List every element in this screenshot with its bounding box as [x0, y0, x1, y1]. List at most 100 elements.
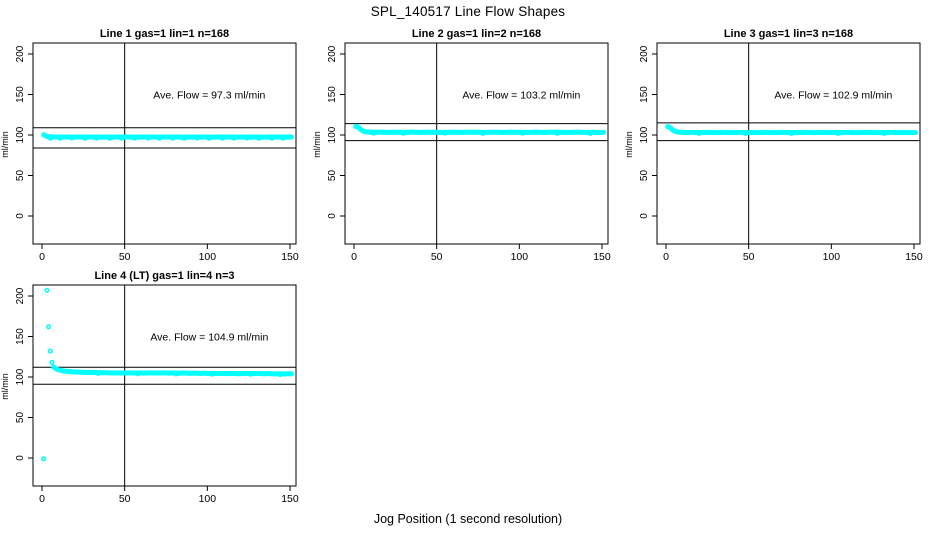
plot-frame: [344, 42, 609, 245]
data-point: [135, 371, 141, 377]
y-tick-label: 100: [327, 126, 338, 143]
data-point: [696, 130, 702, 136]
data-points: [665, 124, 919, 137]
data-point: [247, 371, 253, 377]
y-tick-label: 0: [15, 213, 26, 219]
data-point: [181, 135, 187, 141]
data-point: [289, 371, 295, 377]
data-point: [173, 371, 179, 377]
plot-frame: [656, 42, 921, 245]
data-point: [49, 359, 55, 365]
data-point: [206, 135, 212, 141]
panel-title: Line 3 gas=1 lin=3 n=168: [724, 28, 853, 40]
x-tick-label: 100: [199, 251, 217, 263]
data-point: [118, 135, 124, 141]
ave-flow-annotation: Ave. Flow = 103.2 ml/min: [462, 90, 580, 102]
data-point: [442, 130, 448, 136]
x-axis-label: Jog Position (1 second resolution): [373, 512, 563, 526]
data-point: [94, 135, 100, 141]
ave-flow-annotation: Ave. Flow = 102.9 ml/min: [774, 90, 892, 102]
y-tick-label: 100: [15, 368, 26, 385]
data-point: [280, 135, 286, 141]
data-point: [194, 135, 200, 141]
y-tick-label: 150: [15, 328, 26, 345]
data-point: [82, 135, 88, 141]
y-tick-label: 0: [15, 455, 26, 461]
data-point: [601, 129, 607, 135]
y-tick-label: 100: [639, 126, 650, 143]
y-tick-label: 150: [15, 86, 26, 103]
x-tick-label: 0: [663, 251, 669, 263]
y-tick-label: 150: [639, 86, 650, 103]
x-tick-label: 150: [281, 493, 299, 505]
data-point: [520, 130, 526, 136]
data-point: [371, 130, 377, 136]
panel-title: Line 1 gas=1 lin=1 n=168: [100, 28, 229, 40]
data-point: [277, 372, 283, 378]
y-tick-label: 200: [639, 45, 650, 62]
data-points: [353, 123, 607, 136]
y-tick-label: 150: [327, 86, 338, 103]
data-point: [789, 130, 795, 136]
y-tick-label: 50: [15, 412, 26, 424]
data-point: [170, 135, 176, 141]
y-tick-label: 200: [15, 287, 26, 304]
x-tick-label: 0: [351, 251, 357, 263]
data-point: [69, 135, 75, 141]
y-axis-unit-label: ml/min: [624, 131, 634, 158]
data-point: [44, 287, 50, 293]
data-point: [289, 134, 295, 140]
data-points: [41, 132, 295, 141]
ave-flow-annotation: Ave. Flow = 97.3 ml/min: [153, 90, 265, 102]
panel-title: Line 4 (LT) gas=1 lin=4 n=3: [94, 270, 234, 282]
data-point: [913, 130, 919, 136]
data-point: [156, 135, 162, 141]
data-point: [219, 135, 225, 141]
y-tick-label: 50: [639, 170, 650, 182]
data-points: [41, 287, 295, 462]
data-point: [244, 135, 250, 141]
x-tick-label: 50: [743, 251, 755, 263]
x-tick-label: 150: [593, 251, 611, 263]
data-point: [835, 130, 841, 137]
data-point: [145, 135, 151, 141]
x-tick-label: 50: [431, 251, 443, 263]
data-point: [480, 130, 486, 136]
data-point: [231, 135, 237, 141]
data-point: [209, 371, 215, 377]
x-tick-label: 0: [39, 493, 45, 505]
data-point: [587, 130, 593, 136]
x-tick-label: 50: [119, 493, 131, 505]
data-point: [132, 135, 138, 141]
plot-frame: [32, 284, 297, 487]
data-point: [41, 456, 47, 462]
y-axis-unit-label: ml/min: [0, 373, 10, 400]
ave-flow-annotation: Ave. Flow = 104.9 ml/min: [150, 332, 268, 344]
data-point: [269, 135, 275, 141]
data-point: [881, 130, 887, 136]
data-point: [57, 135, 63, 141]
data-point: [107, 135, 113, 141]
plot-frame: [32, 42, 297, 245]
panel-title: Line 2 gas=1 lin=2 n=168: [412, 28, 541, 40]
data-point: [256, 135, 262, 141]
x-tick-label: 150: [281, 251, 299, 263]
data-point: [47, 348, 53, 354]
figure-title: SPL_140517 Line Flow Shapes: [370, 4, 566, 19]
y-axis-unit-label: ml/min: [0, 131, 10, 158]
data-point: [742, 130, 748, 137]
x-tick-label: 50: [119, 251, 131, 263]
y-tick-label: 200: [15, 45, 26, 62]
y-tick-label: 200: [327, 45, 338, 62]
x-tick-label: 100: [511, 251, 529, 263]
x-tick-label: 0: [39, 251, 45, 263]
y-tick-label: 50: [15, 170, 26, 182]
data-point: [47, 135, 53, 141]
x-tick-label: 100: [199, 493, 217, 505]
data-point: [46, 324, 52, 330]
data-point: [554, 130, 560, 136]
x-tick-label: 100: [823, 251, 841, 263]
data-point: [401, 130, 407, 136]
